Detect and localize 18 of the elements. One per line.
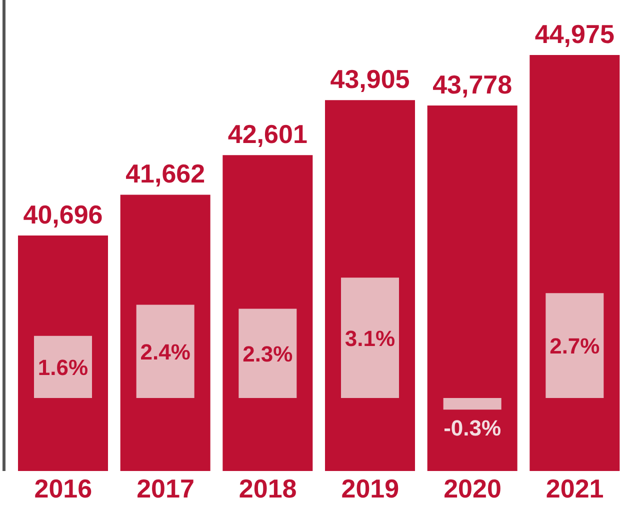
x-tick-label: 2020: [444, 473, 502, 504]
x-tick-label: 2021: [546, 473, 604, 504]
data-label: 43,778: [432, 70, 512, 100]
x-tick-label: 2016: [34, 473, 92, 504]
data-label: 3.1%: [344, 326, 396, 351]
data-label: 41,662: [126, 158, 206, 189]
x-tick-label: 2017: [136, 473, 194, 504]
data-label: 44,975: [534, 19, 614, 50]
x-tick-label: 2019: [341, 473, 400, 504]
data-label: 43,905: [330, 64, 410, 94]
data-label: -0.3%: [444, 416, 502, 441]
data-label: 2.4%: [140, 339, 190, 364]
data-label: 42,601: [228, 119, 308, 150]
data-label: 2.7%: [550, 334, 600, 359]
data-label: 2.3%: [242, 341, 293, 366]
data-label: 40,696: [23, 199, 103, 230]
data-label: 1.6%: [38, 354, 88, 380]
x-tick-label: 2018: [238, 473, 297, 504]
